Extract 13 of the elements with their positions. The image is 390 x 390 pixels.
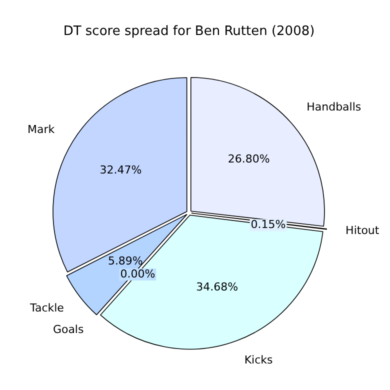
- slice-label: Kicks: [244, 353, 273, 366]
- chart-title: DT score spread for Ben Rutten (2008): [63, 24, 315, 40]
- data-label: 5.89%: [108, 254, 143, 268]
- data-label: 32.47%: [100, 164, 142, 177]
- data-label: 0.15%: [250, 218, 286, 232]
- slice-label: Hitout: [346, 224, 380, 238]
- data-label: 34.68%: [196, 280, 238, 294]
- slice-label: Handballs: [306, 100, 362, 114]
- data-label: 26.80%: [228, 152, 270, 166]
- slice-label: Tackle: [29, 302, 64, 315]
- text: 0.00%: [120, 267, 156, 280]
- slice-label: Mark: [28, 123, 56, 136]
- category-label: Goals: [52, 323, 84, 336]
